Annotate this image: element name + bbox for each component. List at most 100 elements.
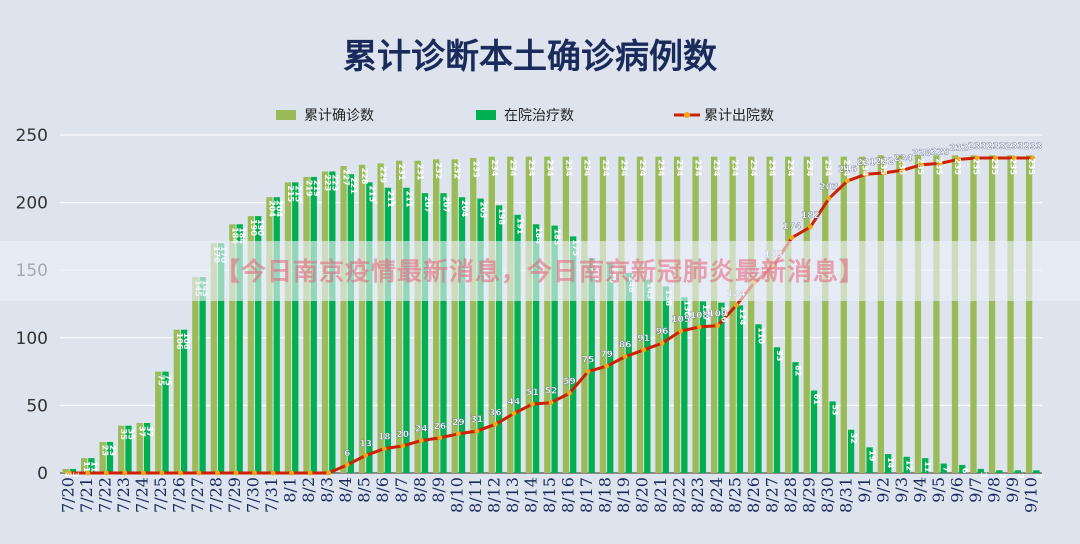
x-tick-label: 8/27 xyxy=(762,477,781,513)
bar-hospital-label: 190 xyxy=(256,219,265,236)
x-tick-label: 7/23 xyxy=(114,477,133,513)
line-data-label: 52 xyxy=(545,387,558,397)
x-tick-label: 7/30 xyxy=(244,477,263,513)
bar-total-label: 234 xyxy=(768,160,777,177)
bar-hospital-label: 11 xyxy=(923,461,932,473)
bar-total-label: 229 xyxy=(379,166,388,183)
bar-hospital-label: 3 xyxy=(979,472,988,478)
x-axis: 7/20 7/21 7/22 7/23 7/24 7/25 7/26 7/27 7/28 7/29… xyxy=(58,477,1040,513)
line-point xyxy=(381,446,387,452)
bar-hospital-label: 204 xyxy=(275,200,284,217)
bar-total-label: 233 xyxy=(471,161,480,178)
bar-series xyxy=(62,155,1040,474)
line-data-label: 216 xyxy=(838,165,857,175)
bar-hospital xyxy=(625,272,632,473)
line-data-label: 91 xyxy=(637,334,650,344)
bar-hospital xyxy=(996,470,1003,473)
line-point xyxy=(233,470,239,476)
x-tick-label: 9/2 xyxy=(874,477,893,503)
bar-hospital xyxy=(458,197,466,473)
bar-hospital xyxy=(495,205,503,473)
line-point xyxy=(103,470,109,476)
bar-hospital-label: 2 xyxy=(1034,473,1043,479)
bar-total-label: 227 xyxy=(342,169,351,186)
line-point xyxy=(956,156,962,162)
x-tick-label: 8/7 xyxy=(392,477,411,503)
bar-total xyxy=(766,156,773,473)
bar-hospital xyxy=(810,390,818,473)
line-data-label: 228 xyxy=(912,149,931,159)
line-point xyxy=(641,347,647,353)
bar-hospital-label: 110 xyxy=(756,327,765,344)
bar-total xyxy=(80,458,88,473)
bar-total xyxy=(136,422,143,473)
line-point xyxy=(418,438,424,443)
bar-total xyxy=(710,156,718,473)
line-point xyxy=(363,453,369,458)
bar-total xyxy=(618,156,625,473)
bar-total xyxy=(155,371,162,473)
x-tick-label: 7/21 xyxy=(77,477,96,513)
bar-hospital-label: 211 xyxy=(404,191,413,208)
bar-hospital xyxy=(570,236,577,473)
bar-hospital-label: 223 xyxy=(330,175,339,192)
bar-total xyxy=(896,155,903,473)
bar-hospital xyxy=(847,429,855,473)
legend: 累计确诊数 在院治疗数 累计出院数 xyxy=(276,108,774,124)
bar-hospital xyxy=(829,401,836,473)
line-point xyxy=(289,470,295,476)
bar-total-label: 234 xyxy=(545,160,554,177)
line-point xyxy=(733,302,739,308)
bar-total xyxy=(210,243,217,473)
y-tick-label: 250 xyxy=(16,126,48,146)
x-tick-label: 7/29 xyxy=(225,477,244,513)
bar-hospital-label: 61 xyxy=(812,394,821,406)
bar-total-label: 184 xyxy=(230,227,239,244)
legend-hospital-label: 在院治疗数 xyxy=(504,108,574,124)
bar-total-label: 235 xyxy=(972,158,981,175)
line-point xyxy=(122,470,128,476)
bar-total-label: 234 xyxy=(508,160,517,177)
line-data-label: 20 xyxy=(397,430,410,440)
bar-hospital xyxy=(699,301,707,473)
line-data-label: 6 xyxy=(344,449,350,459)
line-point xyxy=(196,470,202,476)
bar-total-label: 234 xyxy=(657,160,666,177)
bar-hospital-label: 7 xyxy=(942,467,951,473)
bar-total xyxy=(729,156,736,473)
bar-total-label: 235 xyxy=(1027,158,1036,175)
x-tick-label: 9/7 xyxy=(966,477,985,503)
bar-hospital xyxy=(143,422,151,473)
line-data-label: 229 xyxy=(931,147,950,157)
legend-discharged-marker xyxy=(684,112,690,118)
line-point xyxy=(493,421,498,427)
bar-total xyxy=(562,156,570,473)
bar-hospital-label: 32 xyxy=(849,433,858,444)
x-tick-label: 8/20 xyxy=(633,477,652,513)
x-tick-label: 8/21 xyxy=(651,477,670,513)
bar-total-label: 235 xyxy=(934,158,943,175)
line-point xyxy=(678,328,684,334)
line-point xyxy=(344,462,350,468)
bar-total-label: 234 xyxy=(749,160,758,177)
x-tick-label: 8/29 xyxy=(799,477,818,513)
x-tick-label: 8/3 xyxy=(318,477,337,503)
bar-total xyxy=(822,156,829,473)
bar-total-label: 234 xyxy=(638,160,647,177)
bar-hospital xyxy=(551,225,558,473)
x-tick-label: 8/5 xyxy=(355,477,374,503)
bar-total-label: 231 xyxy=(397,164,406,181)
bar-total-label: 235 xyxy=(879,158,888,175)
bar-total-label: 234 xyxy=(786,160,795,177)
bar-hospital xyxy=(292,182,299,473)
bar-total-label: 235 xyxy=(1009,158,1018,175)
bar-total xyxy=(118,425,125,473)
line-point xyxy=(1030,155,1036,161)
line-point xyxy=(715,323,721,329)
x-tick-label: 8/23 xyxy=(688,477,707,513)
line-point xyxy=(511,411,517,416)
y-tick-label: 0 xyxy=(37,464,48,484)
bar-hospital-label: 75 xyxy=(164,375,173,387)
line-point xyxy=(919,162,924,168)
